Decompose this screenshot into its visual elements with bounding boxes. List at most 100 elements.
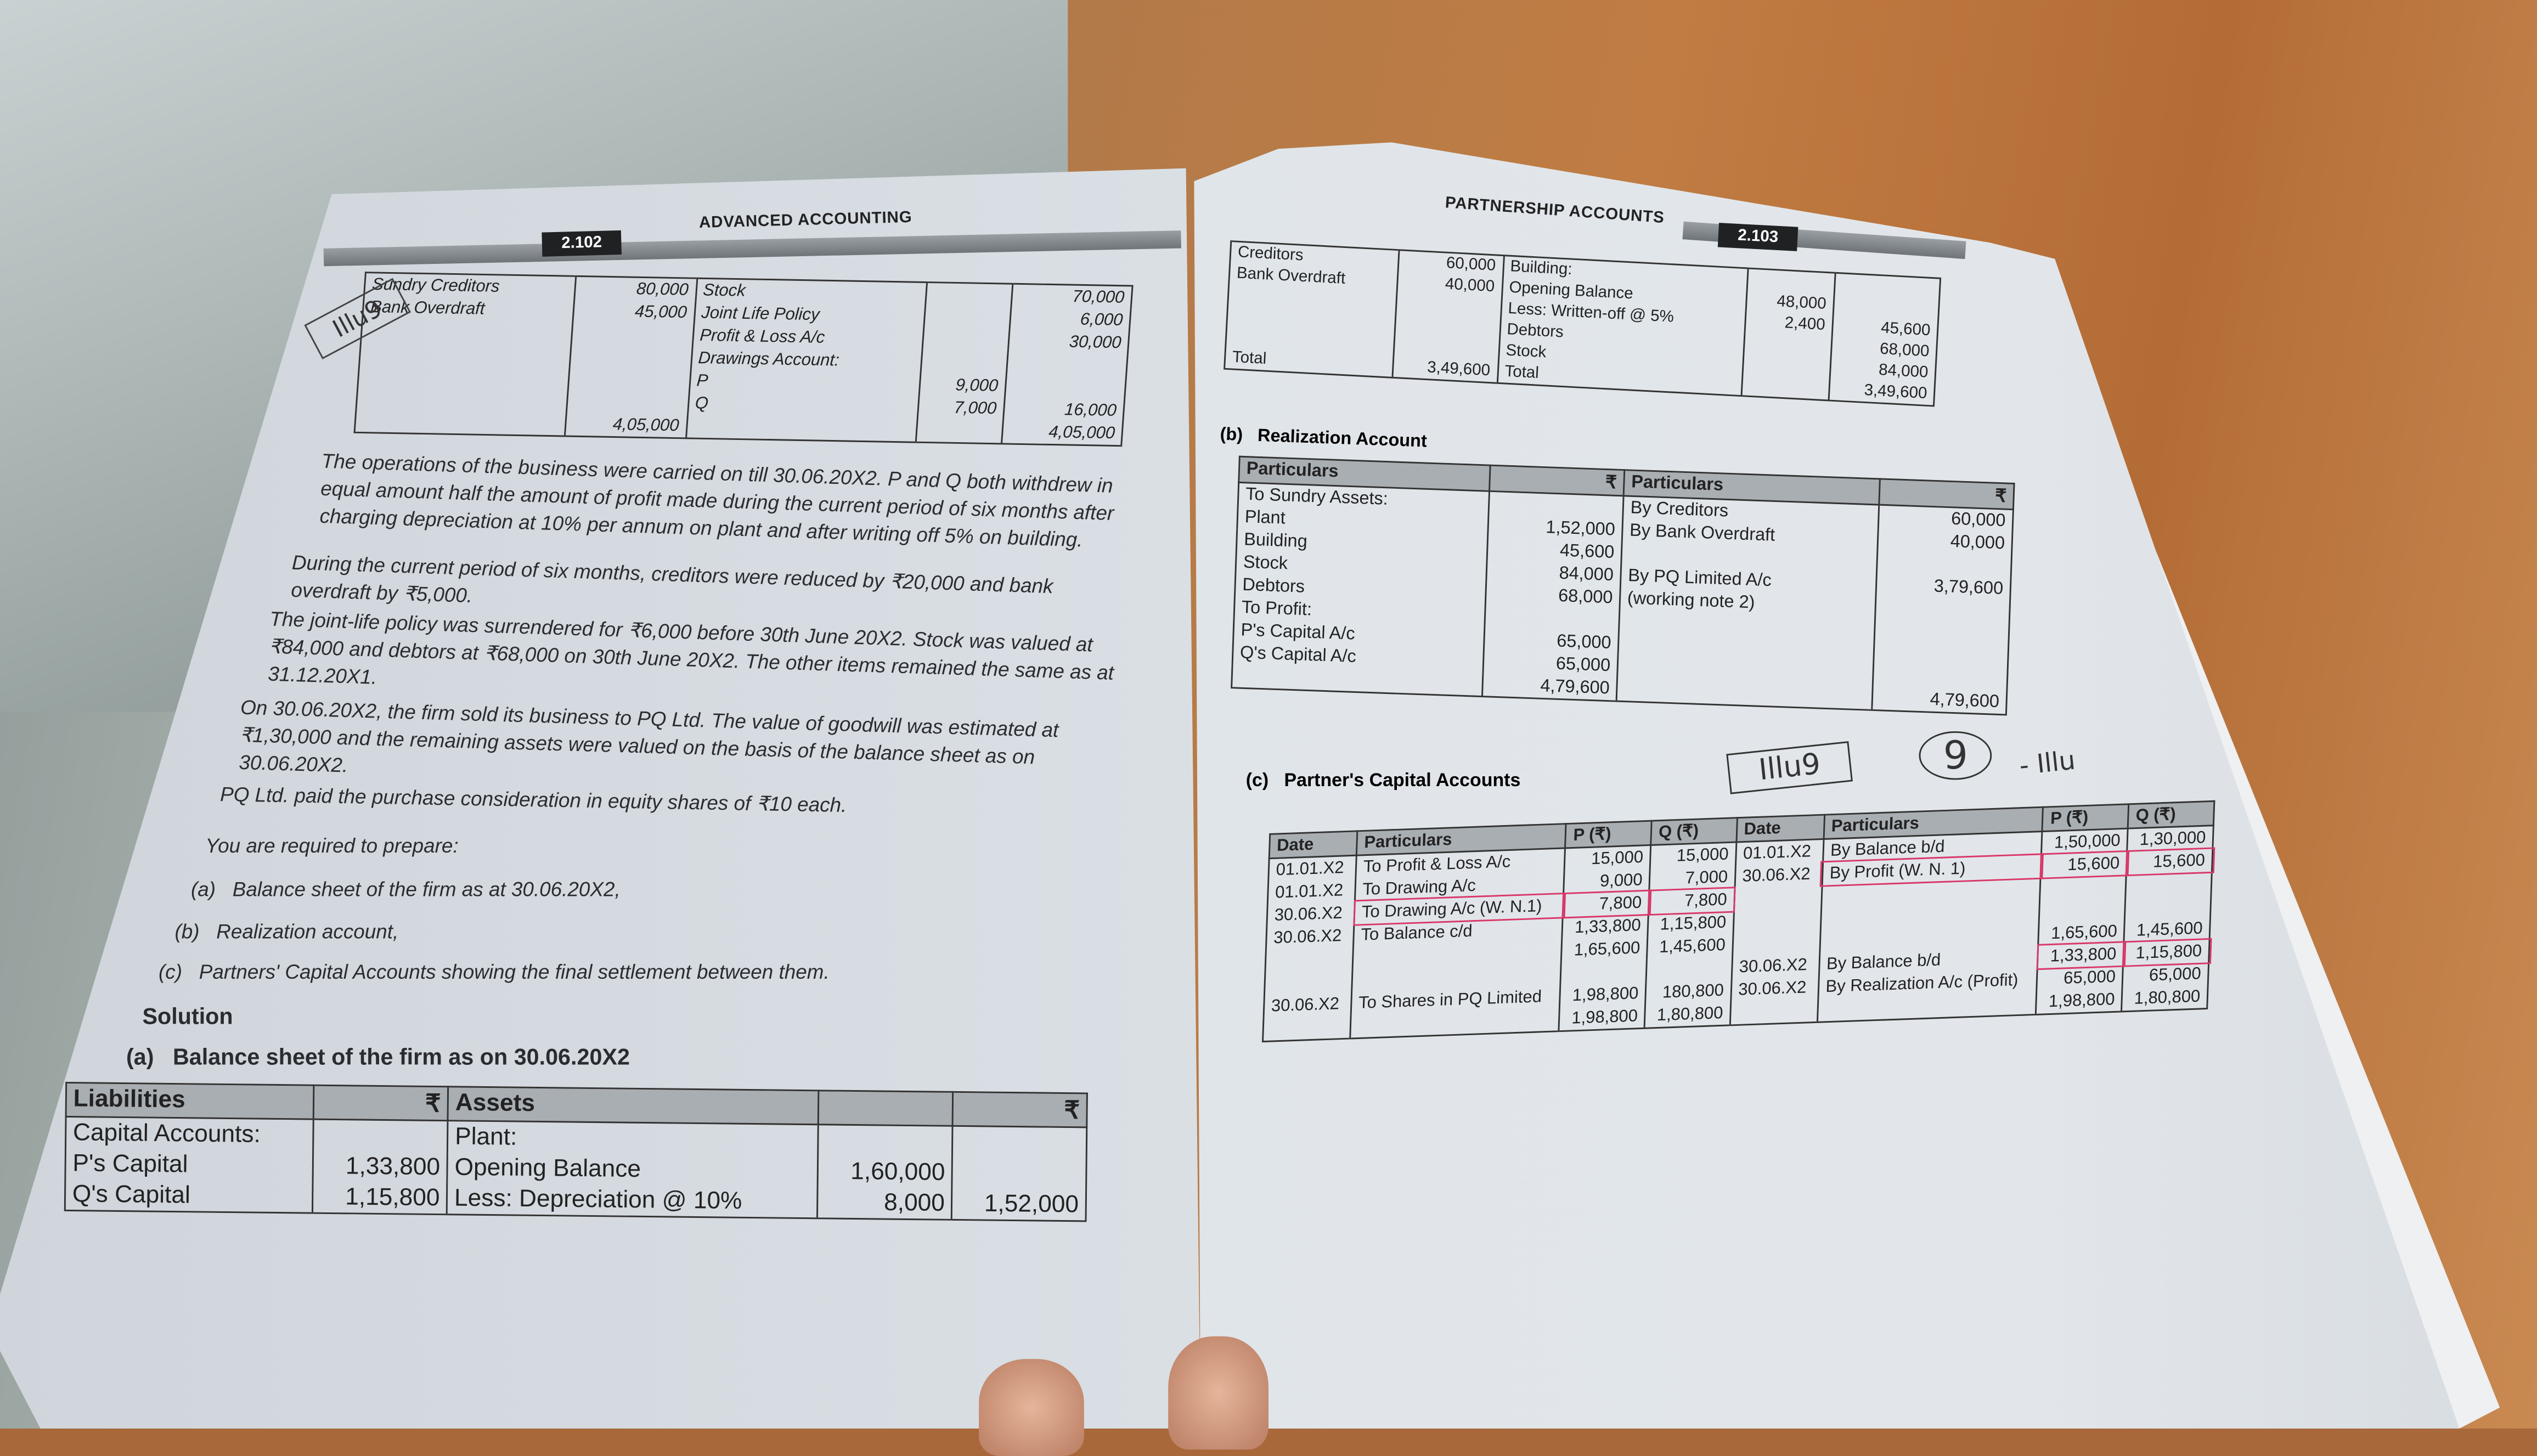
table-cell [1262, 1015, 1351, 1042]
table-cell [1733, 908, 1822, 934]
paragraph: The operations of the business were carr… [319, 450, 1114, 552]
table-cell: 01.01.X2 [1735, 839, 1824, 866]
table-cell: 7,000 [918, 396, 1005, 421]
requirement-text: Balance sheet of the firm as at 30.06.20… [232, 878, 621, 901]
requirement-c: (c) Partners' Capital Accounts showing t… [159, 960, 830, 987]
requirement-a: (a) Balance sheet of the firm as at 30.0… [191, 877, 621, 904]
table-cell [921, 351, 1008, 375]
table-cell [923, 328, 1010, 353]
handwritten-note: - Illu [2017, 744, 2077, 781]
table-cell: 7,800 [1647, 886, 1737, 916]
table-cell: 4,79,600 [1872, 686, 2007, 715]
table-cell: 8,000 [818, 1187, 952, 1220]
table-cell: 30.06.X2 [1734, 862, 1823, 889]
requirement-label: (c) [159, 961, 182, 984]
table-cell: 16,000 [1003, 397, 1125, 422]
table-cell: Plant: [447, 1120, 819, 1156]
requirement-label: (a) [190, 878, 216, 901]
table-cell: 6,000 [1009, 307, 1131, 332]
table-cell: 30.06.X2 [1264, 992, 1352, 1018]
table-cell: 180,800 [1645, 979, 1732, 1005]
table-cell: 15,600 [2039, 850, 2129, 880]
table-cell [2126, 871, 2212, 898]
running-title: PARTNERSHIP ACCOUNTS [1444, 194, 1665, 228]
table-cell: 9,000 [920, 373, 1006, 398]
table-cell: 9,000 [1564, 868, 1650, 895]
table-cell: 1,45,600 [1647, 933, 1733, 960]
table-cell [1646, 956, 1733, 983]
table-cell [1734, 885, 1822, 911]
table-cell [2040, 874, 2127, 901]
running-title: ADVANCED ACCOUNTING [698, 209, 913, 233]
requirement-label: (b) [174, 920, 200, 944]
table-cell: 1,15,800 [313, 1181, 448, 1215]
table-cell [1560, 959, 1647, 985]
column-header: Q (₹) [1651, 817, 1738, 845]
table-cell [1265, 947, 1354, 973]
section-label: (a) [126, 1043, 154, 1070]
continued-balance-sheet-table: Sundry Creditors 80,000 Stock 70,000 Bank Ov… [353, 272, 1134, 447]
table-cell: 70,000 [1011, 284, 1133, 309]
requirement-text: Realization account, [216, 920, 399, 944]
realization-heading: (b) Realization Account [1220, 425, 1427, 452]
table-cell: 1,45,600 [2124, 917, 2211, 943]
column-header: P (₹) [1565, 821, 1652, 848]
table-cell: 1,15,800 [2121, 938, 2212, 968]
table-cell [819, 1124, 953, 1158]
requirement-text: Partners' Capital Accounts showing the f… [199, 961, 830, 984]
paragraph: You are required to prepare: [205, 834, 459, 857]
table-cell: P [689, 369, 922, 397]
table-cell: 15,000 [1650, 842, 1737, 869]
table-cell [568, 367, 690, 392]
handwritten-boxed-note: Illu9 [1726, 741, 1853, 794]
column-header: ₹ [314, 1085, 448, 1121]
table-cell: 30.06.X2 [1266, 901, 1355, 928]
table-cell [2124, 894, 2211, 920]
table-cell: 1,98,800 [1559, 1004, 1645, 1031]
table-cell: 1,65,600 [2038, 919, 2125, 946]
requirement-b: (b) Realization account, [174, 919, 398, 946]
finger [1168, 1336, 1269, 1450]
table-cell [685, 415, 918, 443]
table-cell [1264, 969, 1353, 996]
table-cell: 4,79,600 [1482, 673, 1617, 702]
table-cell [916, 419, 1003, 444]
table-cell: 4,05,000 [565, 413, 687, 438]
section-title: Partner's Capital Accounts [1284, 771, 1521, 792]
balance-sheet-table: Liabilities ₹ Assets ₹ Capital Accounts: Plan… [64, 1081, 1088, 1222]
table-cell: 65,000 [2037, 965, 2123, 991]
page-number: 2.102 [542, 230, 622, 257]
table-cell [1729, 998, 1818, 1025]
table-cell: 1,98,800 [1560, 982, 1647, 1008]
table-cell: Joint Life Policy [693, 301, 926, 329]
partners-capital-table: Date Particulars P (₹) Q (₹) Date Particulars… [1261, 800, 2215, 1043]
realization-account-table: Particulars ₹ Particulars ₹ To Sundry Assets… [1231, 455, 2015, 716]
table-cell: 1,33,800 [313, 1150, 448, 1183]
table-cell: Q's Capital [65, 1178, 314, 1214]
column-header: Date [1736, 815, 1825, 843]
capital-heading: (c) Partner's Capital Accounts [1246, 772, 1521, 791]
table-cell [952, 1157, 1087, 1190]
table-cell: 15,600 [2124, 847, 2214, 877]
table-cell: 7,800 [1561, 889, 1651, 919]
table-cell: 65,000 [2122, 962, 2209, 989]
table-cell [356, 386, 569, 413]
table-cell: 45,000 [573, 300, 695, 325]
table-cell: Less: Depreciation @ 10% [447, 1183, 819, 1218]
table-cell: P's Capital [65, 1148, 314, 1182]
table-cell [924, 306, 1011, 330]
table-cell [1741, 374, 1830, 400]
column-header: ₹ [952, 1092, 1087, 1127]
table-cell: 1,33,800 [2036, 941, 2126, 970]
continued-balance-sheet-table: Creditors 60,000 Building: Bank Overdraft 40… [1224, 240, 1942, 407]
table-cell: Profit & Loss A/c [691, 324, 925, 351]
table-cell: 30.06.X2 [1731, 953, 1820, 979]
table-cell [952, 1126, 1087, 1159]
table-cell: Q [687, 392, 920, 419]
column-header: ₹ [1879, 478, 2015, 510]
page-number: 2.103 [1717, 223, 1799, 251]
table-cell: 1,65,600 [1561, 936, 1648, 963]
column-header: Date [1269, 831, 1357, 859]
table-cell [572, 322, 694, 347]
